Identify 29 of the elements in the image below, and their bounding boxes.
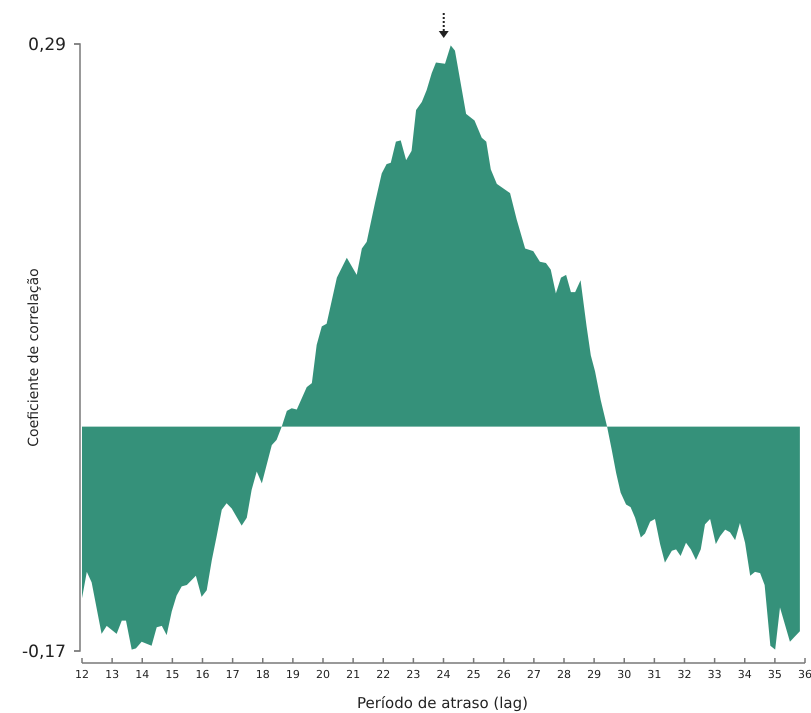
x-tick-label: 24: [436, 668, 450, 681]
x-tick-label: 30: [617, 668, 632, 681]
y-axis-title: Coeficiente de correlação: [26, 268, 42, 447]
x-tick-label: 22: [376, 668, 390, 681]
x-tick-label: 36: [798, 668, 811, 681]
x-tick-label: 20: [316, 668, 330, 681]
x-tick-label: 17: [226, 668, 240, 681]
x-tick-label: 14: [135, 668, 150, 681]
x-tick-label: 35: [768, 668, 782, 681]
x-tick-label: 23: [406, 668, 420, 681]
y-tick-label: 0,29: [28, 34, 66, 55]
x-tick-label: 21: [346, 668, 360, 681]
x-tick-label: 18: [256, 668, 270, 681]
x-tick-label: 33: [708, 668, 722, 681]
x-tick-label: 25: [466, 668, 481, 681]
x-tick-label: 12: [75, 668, 89, 681]
x-tick-label: 28: [557, 668, 571, 681]
x-tick-label: 31: [647, 668, 662, 681]
x-tick-label: 34: [738, 668, 752, 681]
x-tick-label: 26: [496, 668, 511, 681]
x-tick-label: 29: [587, 668, 602, 681]
x-tick-label: 27: [526, 668, 541, 681]
x-tick-label: 16: [196, 668, 210, 681]
x-tick-label: 15: [165, 668, 180, 681]
x-tick-label: 32: [678, 668, 692, 681]
x-tick-label: 13: [105, 668, 120, 681]
x-axis-title: Período de atraso (lag): [356, 694, 528, 712]
x-tick-label: 19: [286, 668, 300, 681]
y-tick-label: -0,17: [22, 642, 66, 662]
